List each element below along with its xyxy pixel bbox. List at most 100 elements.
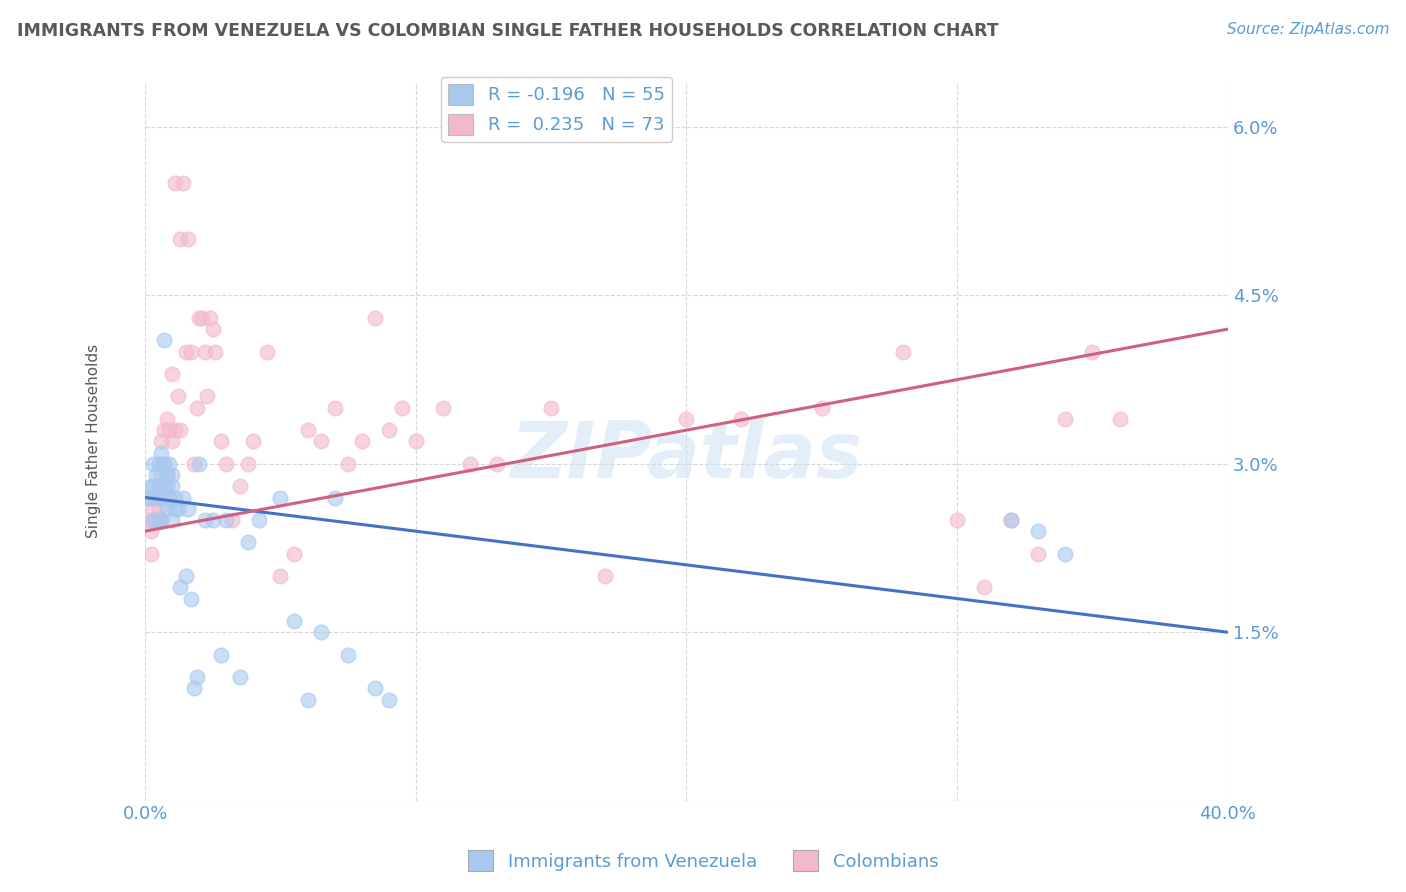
Point — [377, 423, 399, 437]
Point — [432, 401, 454, 415]
Point — [209, 648, 232, 662]
Point — [485, 457, 508, 471]
Point — [201, 513, 224, 527]
Point — [153, 457, 176, 471]
Point — [172, 176, 194, 190]
Point — [153, 423, 176, 437]
Point — [242, 434, 264, 449]
Legend: Immigrants from Venezuela, Colombians: Immigrants from Venezuela, Colombians — [461, 843, 945, 879]
Point — [350, 434, 373, 449]
Point — [1026, 524, 1049, 539]
Point — [405, 434, 427, 449]
Point — [209, 434, 232, 449]
Point — [309, 625, 332, 640]
Point — [148, 479, 170, 493]
Point — [1054, 547, 1077, 561]
Point — [142, 513, 165, 527]
Point — [675, 412, 697, 426]
Point — [163, 176, 186, 190]
Point — [160, 367, 183, 381]
Point — [150, 434, 173, 449]
Point — [1054, 412, 1077, 426]
Point — [269, 569, 291, 583]
Point — [593, 569, 616, 583]
Point — [730, 412, 752, 426]
Point — [163, 491, 186, 505]
Point — [204, 344, 226, 359]
Point — [194, 344, 217, 359]
Point — [323, 401, 346, 415]
Point — [174, 344, 197, 359]
Point — [458, 457, 481, 471]
Point — [377, 692, 399, 706]
Point — [145, 491, 167, 505]
Point — [186, 401, 208, 415]
Point — [391, 401, 413, 415]
Point — [148, 501, 170, 516]
Point — [1081, 344, 1104, 359]
Point — [148, 513, 170, 527]
Point — [297, 423, 319, 437]
Point — [160, 513, 183, 527]
Point — [188, 310, 211, 325]
Point — [1026, 547, 1049, 561]
Point — [180, 344, 202, 359]
Point — [156, 468, 179, 483]
Point — [215, 457, 238, 471]
Point — [946, 513, 969, 527]
Point — [139, 479, 162, 493]
Point — [183, 681, 205, 696]
Point — [283, 614, 305, 628]
Point — [150, 513, 173, 527]
Point — [139, 524, 162, 539]
Point — [283, 547, 305, 561]
Point — [159, 491, 181, 505]
Point — [1000, 513, 1022, 527]
Point — [309, 434, 332, 449]
Text: ZIPatlas: ZIPatlas — [510, 417, 862, 494]
Point — [174, 569, 197, 583]
Point — [186, 670, 208, 684]
Point — [195, 389, 218, 403]
Point — [160, 434, 183, 449]
Point — [810, 401, 832, 415]
Point — [153, 479, 176, 493]
Point — [229, 670, 252, 684]
Point — [148, 513, 170, 527]
Point — [166, 389, 188, 403]
Point — [188, 457, 211, 471]
Point — [150, 513, 173, 527]
Point — [136, 491, 159, 505]
Point — [142, 457, 165, 471]
Point — [153, 479, 176, 493]
Text: Source: ZipAtlas.com: Source: ZipAtlas.com — [1226, 22, 1389, 37]
Point — [172, 491, 194, 505]
Point — [337, 457, 360, 471]
Point — [145, 491, 167, 505]
Point — [150, 468, 173, 483]
Point — [191, 310, 214, 325]
Point — [169, 232, 191, 246]
Point — [201, 322, 224, 336]
Point — [159, 423, 181, 437]
Point — [142, 479, 165, 493]
Point — [256, 344, 278, 359]
Point — [145, 468, 167, 483]
Point — [163, 423, 186, 437]
Point — [180, 591, 202, 606]
Point — [156, 501, 179, 516]
Point — [156, 479, 179, 493]
Point — [177, 232, 200, 246]
Point — [169, 423, 191, 437]
Point — [364, 310, 387, 325]
Point — [153, 457, 176, 471]
Point — [269, 491, 291, 505]
Point — [183, 457, 205, 471]
Point — [891, 344, 914, 359]
Legend: R = -0.196   N = 55, R =  0.235   N = 73: R = -0.196 N = 55, R = 0.235 N = 73 — [441, 77, 672, 142]
Point — [236, 457, 259, 471]
Point — [150, 491, 173, 505]
Point — [215, 513, 238, 527]
Point — [163, 501, 186, 516]
Point — [540, 401, 562, 415]
